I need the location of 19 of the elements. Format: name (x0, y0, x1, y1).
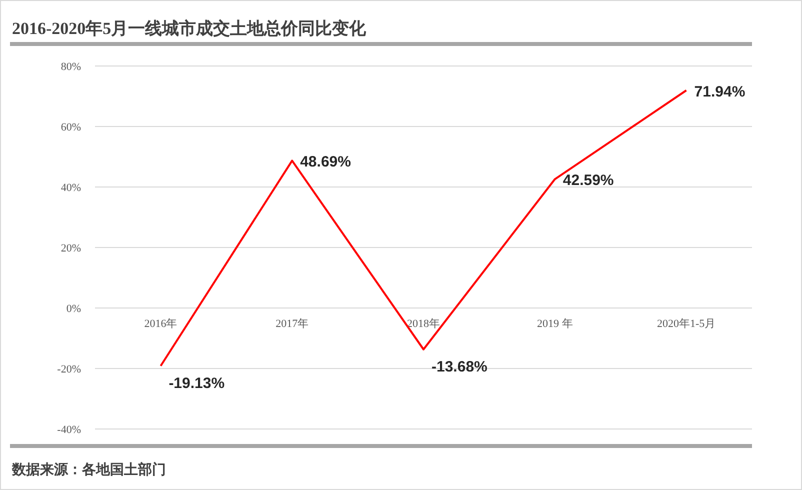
y-tick-label: -40% (57, 424, 81, 436)
y-tick-label: -20% (57, 364, 81, 376)
x-tick-label: 2019 年 (537, 318, 573, 330)
data-label: 48.69% (300, 154, 351, 171)
x-tick-label: 2020年1-5月 (656, 318, 716, 330)
y-tick-label: 60% (60, 122, 81, 134)
data-label: 71.94% (694, 83, 746, 100)
x-tick-label: 2016年 (144, 318, 178, 330)
y-tick-label: 20% (60, 242, 81, 254)
y-tick-label: 80% (60, 61, 81, 73)
chart-title: 2016-2020年5月一线城市成交土地总价同比变化 (12, 19, 368, 38)
source-note: 数据来源：各地国土部门 (11, 461, 166, 478)
x-tick-label: 2018年 (407, 318, 440, 330)
x-tick-label: 2017年 (276, 318, 309, 330)
data-label: -13.68% (432, 358, 488, 376)
data-label: -19.13% (168, 374, 225, 392)
data-label: 42.59% (562, 172, 614, 190)
y-tick-label: 0% (66, 303, 81, 315)
y-tick-label: 40% (60, 182, 81, 194)
